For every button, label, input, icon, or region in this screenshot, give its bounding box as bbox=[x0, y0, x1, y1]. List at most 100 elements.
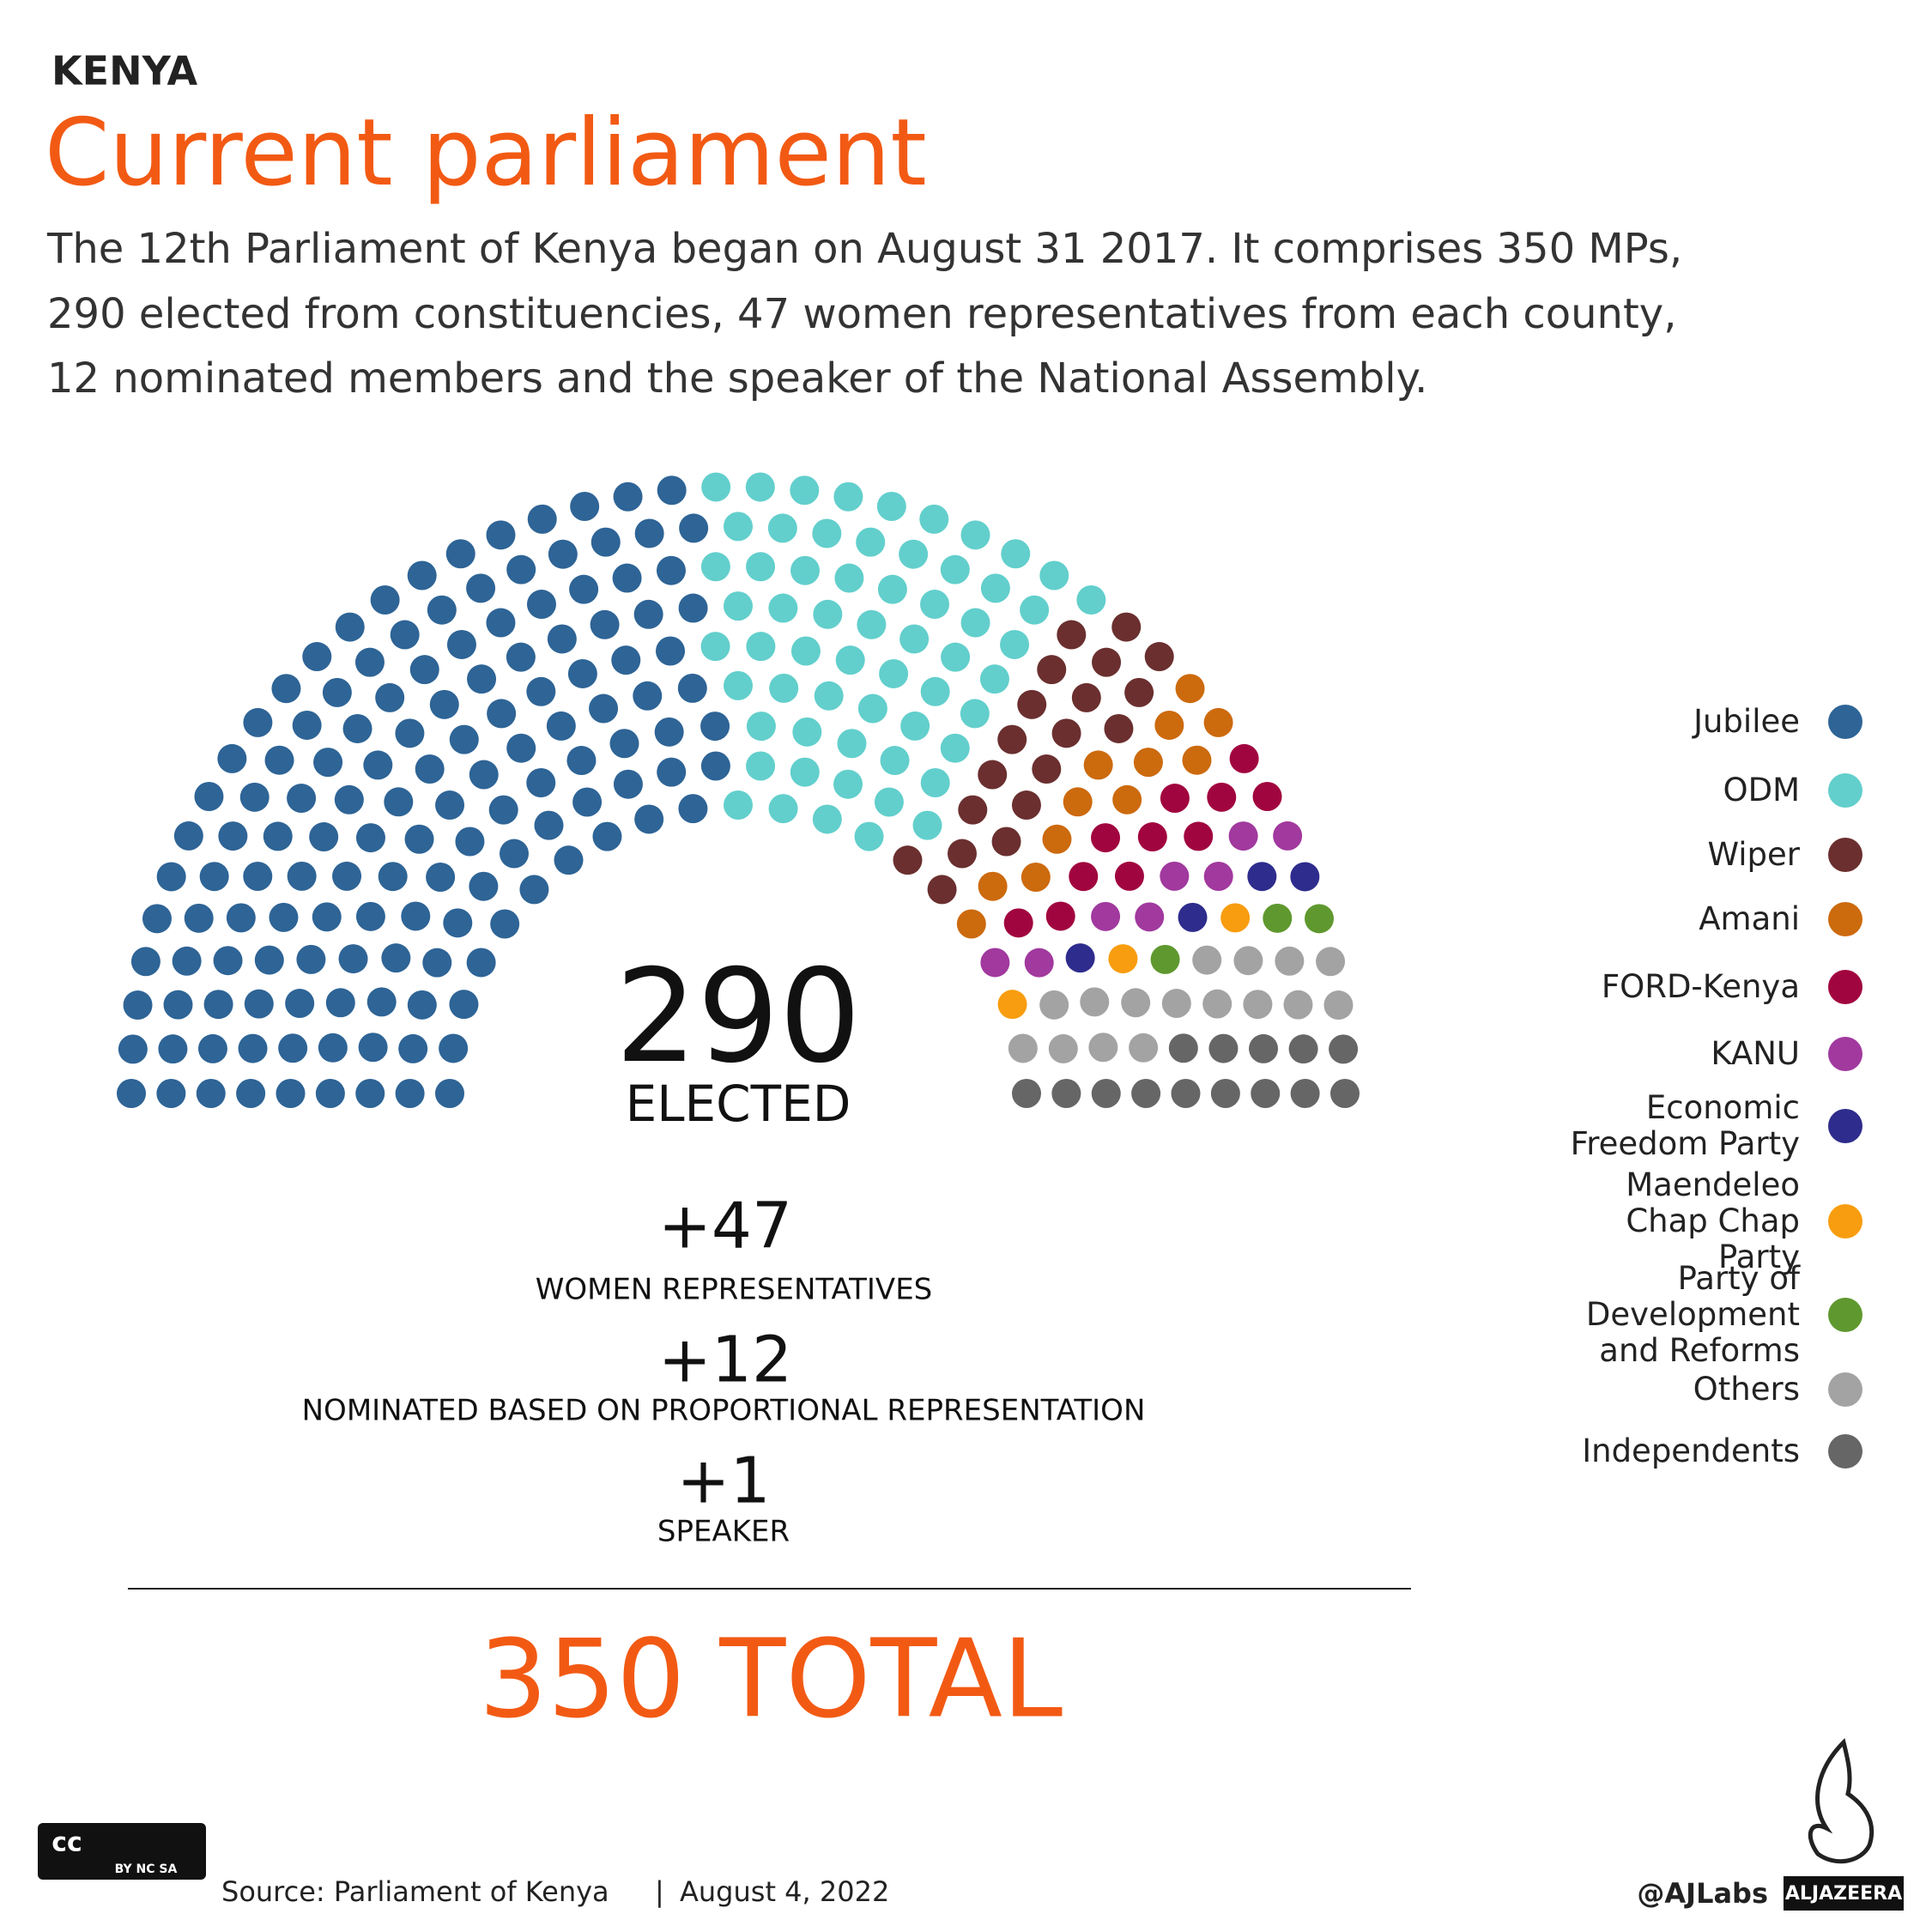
seat bbox=[1024, 948, 1054, 978]
seat bbox=[194, 781, 224, 811]
seat bbox=[1168, 1033, 1198, 1063]
seat bbox=[1160, 861, 1190, 891]
seat bbox=[426, 862, 456, 892]
extra-label: SPEAKER bbox=[657, 1515, 790, 1549]
seat bbox=[979, 664, 1009, 694]
seat bbox=[1112, 784, 1142, 815]
seat bbox=[745, 472, 775, 502]
seat bbox=[1001, 539, 1031, 569]
seat bbox=[812, 804, 842, 834]
seat bbox=[398, 1033, 428, 1063]
seat bbox=[876, 491, 906, 521]
seat bbox=[1161, 989, 1191, 1019]
seat bbox=[506, 733, 536, 763]
seat bbox=[370, 585, 400, 615]
seat bbox=[443, 908, 473, 938]
seat bbox=[960, 608, 990, 638]
seat bbox=[254, 945, 284, 975]
seat bbox=[427, 595, 457, 625]
seat bbox=[657, 757, 687, 787]
seat bbox=[1290, 862, 1320, 892]
seat bbox=[856, 527, 886, 557]
seat bbox=[1083, 750, 1113, 780]
seat bbox=[1133, 748, 1163, 778]
legend-label: KANU bbox=[1711, 1035, 1800, 1072]
seat bbox=[315, 1079, 345, 1108]
seat bbox=[276, 1079, 306, 1108]
seat bbox=[243, 707, 273, 737]
seat bbox=[238, 1033, 268, 1063]
extra-value: +12 bbox=[658, 1323, 792, 1397]
seat bbox=[548, 539, 578, 569]
seat bbox=[334, 784, 364, 815]
legend-swatch bbox=[1828, 1204, 1862, 1239]
description-line: 290 elected from constituencies, 47 wome… bbox=[47, 290, 1676, 338]
seat bbox=[466, 573, 496, 603]
seat bbox=[613, 481, 643, 512]
seat bbox=[724, 790, 753, 820]
seat bbox=[567, 658, 597, 688]
seat bbox=[1207, 782, 1237, 812]
seat bbox=[1202, 989, 1232, 1019]
seat bbox=[633, 599, 663, 629]
seat bbox=[940, 554, 970, 584]
seat bbox=[263, 821, 293, 851]
seat bbox=[213, 946, 243, 976]
seat bbox=[435, 790, 465, 821]
seat bbox=[312, 902, 342, 932]
seat bbox=[296, 944, 326, 974]
seat bbox=[833, 481, 863, 512]
seat bbox=[466, 948, 496, 978]
seat bbox=[264, 745, 294, 775]
seat bbox=[469, 871, 499, 901]
seat bbox=[285, 989, 315, 1019]
seat bbox=[446, 629, 476, 659]
brand: ALJAZEERA bbox=[1785, 1883, 1902, 1905]
seat bbox=[657, 475, 687, 506]
seat bbox=[490, 909, 520, 939]
seat bbox=[158, 1034, 188, 1064]
seat bbox=[1288, 1034, 1318, 1064]
seat bbox=[1182, 745, 1212, 775]
seat bbox=[173, 821, 203, 851]
seat bbox=[947, 839, 977, 869]
seat bbox=[1012, 1079, 1041, 1108]
description-line: 12 nominated members and the speaker of … bbox=[47, 354, 1427, 403]
seat bbox=[196, 1079, 226, 1108]
seat bbox=[837, 729, 867, 759]
seat bbox=[700, 712, 730, 742]
seat bbox=[1243, 990, 1273, 1020]
seat bbox=[960, 699, 990, 729]
seat bbox=[435, 1079, 464, 1108]
seat bbox=[1020, 595, 1050, 625]
seat bbox=[439, 1033, 469, 1063]
description-line: The 12th Parliament of Kenya began on Au… bbox=[46, 225, 1682, 273]
seat bbox=[1192, 945, 1222, 975]
seat bbox=[960, 520, 990, 550]
seat bbox=[1323, 990, 1354, 1021]
seat bbox=[467, 664, 497, 694]
seat bbox=[534, 810, 564, 840]
seat bbox=[355, 1079, 385, 1108]
seat bbox=[746, 712, 776, 742]
seat bbox=[203, 990, 233, 1020]
seat bbox=[1220, 903, 1251, 933]
seat bbox=[292, 710, 322, 740]
seat bbox=[1111, 612, 1142, 642]
seat bbox=[1039, 560, 1069, 591]
seat bbox=[633, 681, 663, 711]
seat bbox=[1144, 642, 1174, 672]
seat bbox=[156, 1079, 186, 1108]
legend-label: Independents bbox=[1582, 1432, 1800, 1469]
seat bbox=[1057, 620, 1087, 650]
seat bbox=[526, 767, 556, 797]
legend-swatch bbox=[1828, 1298, 1862, 1332]
seat bbox=[1150, 944, 1180, 974]
seat bbox=[572, 787, 603, 817]
seat bbox=[390, 620, 420, 650]
seat bbox=[1017, 689, 1047, 719]
seat bbox=[1131, 1079, 1161, 1108]
seat bbox=[835, 645, 865, 675]
seat bbox=[156, 862, 186, 892]
